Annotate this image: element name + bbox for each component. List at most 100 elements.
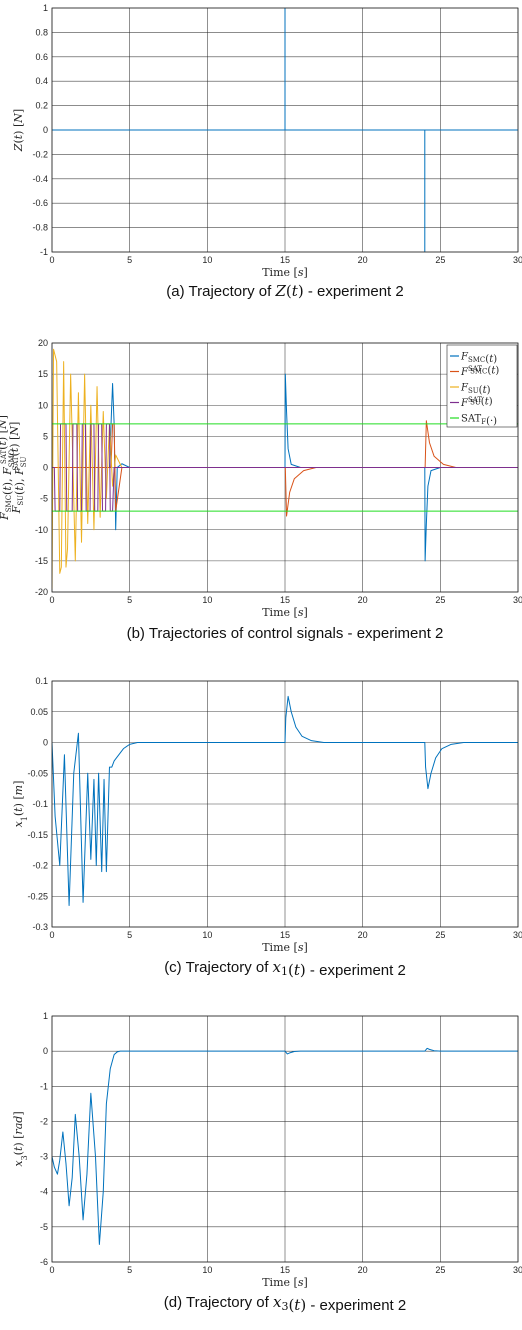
x-axis-label-part: Time [: [262, 606, 298, 619]
x-axis-label-part: s: [298, 1276, 304, 1289]
y-tick-label: -20: [35, 587, 48, 597]
y-axis-label-part: SU: [20, 456, 28, 467]
y-tick-label: -1: [40, 247, 48, 257]
legend-label-part: SMC: [470, 368, 487, 376]
caption-part: - experiment 2: [306, 1297, 406, 1314]
y-tick-label: -10: [35, 525, 48, 535]
y-axis-label-part: (: [12, 1151, 25, 1155]
y-axis-label-part: t: [12, 1146, 25, 1151]
y-axis-label-part: ]: [12, 781, 25, 785]
y-tick-label: 15: [38, 369, 48, 379]
y-axis-label-part: SMC: [5, 495, 13, 512]
x-tick-label: 10: [202, 930, 212, 940]
legend-label-part: t: [485, 397, 490, 408]
y-tick-label: -0.05: [27, 768, 48, 778]
y-axis-label-part: 1: [20, 816, 29, 821]
y-axis-label: FSU(t), FSUSAT(t) [N]: [8, 422, 28, 515]
caption-part: (b) Trajectories of: [127, 625, 248, 642]
figure-caption: (c) Trajectory of x1(t) - experiment 2: [164, 958, 406, 979]
x-axis-label-part: Time [: [262, 1276, 298, 1289]
x-tick-label: 10: [202, 595, 212, 605]
x-axis-label-part: ]: [303, 266, 307, 279]
x-tick-label: 0: [49, 595, 54, 605]
caption-math: (: [288, 1296, 294, 1314]
x-axis-label: Time [s]: [262, 606, 308, 619]
y-tick-label: 0.6: [35, 52, 48, 62]
y-tick-label: -0.15: [27, 830, 48, 840]
x-tick-label: 5: [127, 930, 132, 940]
legend: FSMC(t)FSATSMC(t)FSU(t)FSATSU(t)SATF(·): [446, 344, 518, 428]
y-axis-label-part: m: [12, 785, 25, 795]
y-tick-label: -0.2: [32, 861, 48, 871]
y-axis-label-part: x: [12, 1160, 25, 1167]
y-axis-label-part: t: [12, 807, 25, 812]
chart-panel-3: 0 5 10 15 20 25 30-0.3-0.25-0.2-0.15-0.1-0.050…: [12, 676, 522, 979]
caption-math: (: [286, 282, 292, 300]
x-axis-label-part: ]: [303, 941, 307, 954]
legend-label-part: ): [487, 385, 491, 396]
legend-label-part: (: [485, 354, 489, 365]
caption-math: x: [273, 1293, 282, 1311]
y-tick-label: 1: [43, 1011, 48, 1021]
series-line-f-su-t-: [52, 348, 123, 589]
y-axis-label-part: (: [12, 812, 25, 816]
x-axis-label: Time [s]: [262, 1276, 308, 1289]
legend-label-part: t: [491, 366, 496, 377]
y-axis-label-part: ]: [0, 415, 9, 419]
x-tick-label: 5: [127, 1265, 132, 1275]
figure-caption: (d) Trajectory of x3(t) - experiment 2: [164, 1293, 406, 1314]
y-axis-label-part: SMC: [8, 450, 16, 467]
y-tick-label: 0.8: [35, 27, 48, 37]
x-tick-label: 25: [435, 1265, 445, 1275]
y-axis-label-part: ),: [13, 475, 26, 486]
y-axis-label-part: Z: [12, 143, 25, 152]
y-tick-label: -3: [40, 1152, 48, 1162]
plot-frame: [51, 1015, 519, 1263]
y-axis-label-part: t: [12, 134, 25, 139]
legend-label-part: (: [481, 397, 485, 408]
legend-label: FSATSU(t): [460, 396, 493, 409]
x-axis-label-part: ]: [303, 1276, 307, 1289]
legend-label: FSMC(t): [460, 352, 497, 366]
y-axis-label: x3(t) [rad]: [12, 1111, 29, 1166]
series-line-series-1: [52, 1047, 518, 1245]
y-tick-label: -0.6: [32, 198, 48, 208]
x-tick-label: 0: [49, 255, 54, 265]
legend-label-part: F: [460, 383, 469, 394]
legend-label-part: F: [460, 398, 469, 409]
caption-math: ): [300, 1296, 306, 1314]
x-tick-label: 25: [435, 595, 445, 605]
legend-label-part: SAT: [468, 396, 482, 404]
y-axis-label-part: ),: [1, 475, 14, 486]
series-line-f-smc-t-: [52, 373, 518, 562]
y-tick-label: 0: [43, 738, 48, 748]
series-line-series-1: [52, 8, 518, 252]
chart-panel-1: 0 5 10 15 20 25 30 -1 -0.8 -0.6 -0.4 -0.2 0 0.2 0.4 0.6…: [12, 3, 522, 300]
x-tick-label: 20: [358, 1265, 368, 1275]
series-line-series-1: [52, 695, 518, 906]
x-tick-label: 30: [513, 930, 522, 940]
figure-caption: (a) Trajectory of Z(t) - experiment 2: [166, 282, 403, 300]
y-tick-label: 10: [38, 400, 48, 410]
y-tick-label: -5: [40, 1222, 48, 1232]
y-axis-label-part: SAT: [0, 449, 8, 463]
y-axis-label-part: N: [8, 426, 21, 437]
x-tick-label: 20: [358, 595, 368, 605]
y-axis-label-part: (: [13, 491, 26, 495]
y-tick-label: 1: [43, 3, 48, 13]
y-tick-label: -0.2: [32, 149, 48, 159]
x-tick-label: 15: [280, 930, 290, 940]
y-tick-label: -15: [35, 556, 48, 566]
legend-box: [446, 344, 518, 428]
x-tick-label: 25: [435, 930, 445, 940]
y-axis-label-part: N: [12, 113, 25, 124]
caption-part: - experiment 2: [306, 962, 406, 979]
y-tick-label: 0.4: [35, 76, 48, 86]
x-tick-label: 20: [358, 930, 368, 940]
caption-part: - experiment 2: [343, 625, 443, 642]
plot-frame: [51, 342, 519, 593]
legend-label: SATF(·): [461, 414, 497, 428]
y-tick-label: 0.1: [35, 676, 48, 686]
caption-math: t: [294, 1296, 301, 1314]
